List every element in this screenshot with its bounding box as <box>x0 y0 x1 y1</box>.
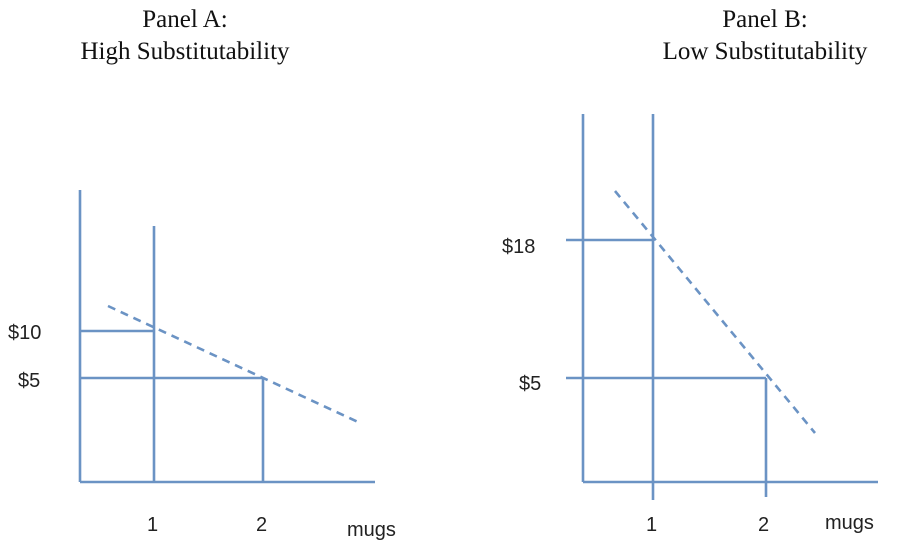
panel-b-title: Panel B: Low Substitutability <box>605 4 915 68</box>
panel-b-x-label-1: 1 <box>646 514 657 536</box>
panel-b-title-line2: Low Substitutability <box>662 38 868 65</box>
panel-a-x-label-2: 2 <box>256 514 267 536</box>
panel-a-y-label-5: $5 <box>18 370 40 392</box>
panel-b-x-label-2: 2 <box>758 514 769 536</box>
panel-a-demand-curve <box>107 304 359 424</box>
panel-a-title-line2: High Substitutability <box>80 38 290 65</box>
panel-a-graph: $10 $5 1 2 mugs <box>8 190 396 541</box>
panel-a-x-label-1: 1 <box>147 514 158 536</box>
panel-a-y-label-10: $10 <box>8 322 41 344</box>
panel-a-title: Panel A: High Substitutability <box>25 4 345 68</box>
panel-b-title-line1: Panel B: <box>722 6 808 33</box>
panel-b-y-label-18: $18 <box>502 236 535 258</box>
panel-b-x-unit: mugs <box>825 512 874 534</box>
panel-b-graph: $18 $5 1 2 mugs <box>502 114 878 536</box>
panel-a-title-line1: Panel A: <box>142 6 228 33</box>
panel-a-x-unit: mugs <box>347 519 396 541</box>
panel-b-y-label-5: $5 <box>519 373 541 395</box>
panel-b-demand-curve <box>613 190 817 434</box>
